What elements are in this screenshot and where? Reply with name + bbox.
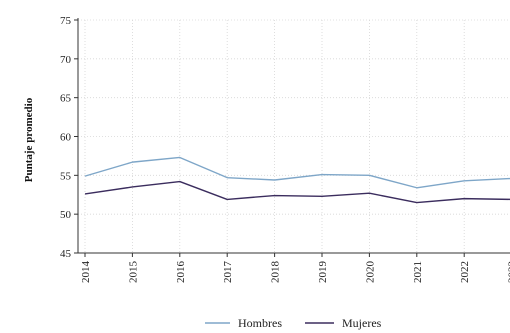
legend-label-hombres: Hombres bbox=[238, 316, 282, 330]
y-tick-label: 60 bbox=[60, 132, 72, 144]
x-tick-label: 2016 bbox=[175, 261, 187, 284]
x-tick-label: 2014 bbox=[80, 261, 92, 284]
legend-label-mujeres: Mujeres bbox=[342, 316, 382, 330]
y-tick-label: 50 bbox=[60, 209, 72, 221]
y-axis-label: Puntaje promedio bbox=[23, 97, 35, 182]
axes bbox=[77, 18, 510, 254]
legend: Hombres Mujeres bbox=[205, 316, 382, 330]
y-tick-label: 65 bbox=[60, 93, 72, 105]
y-tick-label: 55 bbox=[60, 170, 72, 182]
series-lines bbox=[84, 156, 510, 204]
x-tick-label: 2019 bbox=[317, 261, 329, 284]
series-line-hombres bbox=[84, 156, 510, 189]
x-tick-label: 2015 bbox=[127, 261, 139, 284]
y-tick-label: 70 bbox=[60, 54, 72, 66]
x-tick-label: 2023 bbox=[507, 261, 510, 284]
x-ticks: 2014 2015 2016 2017 2018 2019 2020 2021 2022 2023 bbox=[80, 253, 510, 283]
grid bbox=[78, 19, 510, 254]
x-tick-label: 2018 bbox=[270, 261, 282, 284]
series-line-mujeres bbox=[84, 180, 510, 204]
y-tick-label: 75 bbox=[60, 15, 72, 27]
x-tick-label: 2022 bbox=[459, 261, 471, 283]
x-tick-label: 2021 bbox=[412, 261, 424, 283]
y-tick-label: 45 bbox=[60, 248, 72, 260]
x-tick-label: 2017 bbox=[222, 261, 234, 284]
x-tick-label: 2020 bbox=[364, 261, 376, 284]
y-ticks: 45 50 55 60 65 70 75 bbox=[60, 15, 78, 260]
